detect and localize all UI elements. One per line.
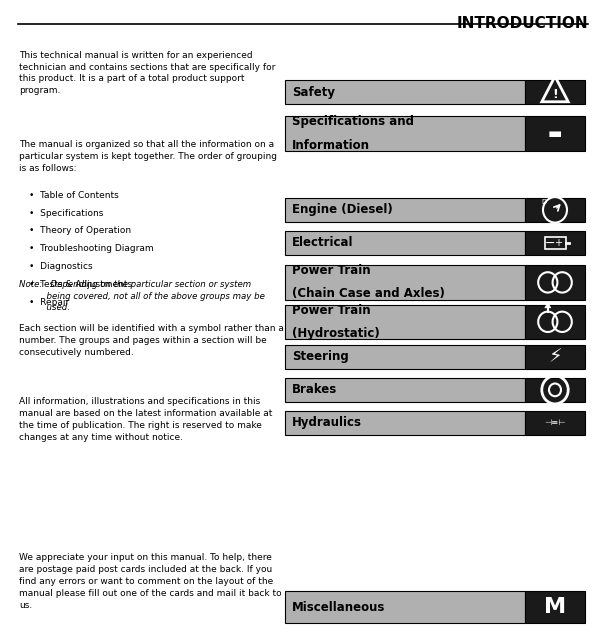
Text: Hydraulics: Hydraulics [292,417,362,429]
Text: Information: Information [292,139,370,151]
Text: The manual is organized so that all the information on a
particular system is ke: The manual is organized so that all the … [19,140,277,172]
Text: •  Repair: • Repair [29,298,69,307]
FancyBboxPatch shape [525,411,585,435]
Text: •  Theory of Operation: • Theory of Operation [29,226,131,235]
FancyBboxPatch shape [525,345,585,369]
FancyBboxPatch shape [285,198,525,222]
FancyBboxPatch shape [285,265,525,300]
FancyBboxPatch shape [285,378,525,402]
Text: ▬: ▬ [548,126,562,141]
Text: Engine (Diesel): Engine (Diesel) [292,204,393,216]
Polygon shape [545,303,551,308]
FancyBboxPatch shape [525,305,585,339]
FancyBboxPatch shape [285,345,525,369]
Text: Brakes: Brakes [292,384,337,396]
Text: •  Tests & Adjustments: • Tests & Adjustments [29,280,132,289]
Text: Miscellaneous: Miscellaneous [292,601,386,614]
Text: All information, illustrations and specifications in this
manual are based on th: All information, illustrations and speci… [19,398,272,442]
Text: This technical manual is written for an experienced
technician and contains sect: This technical manual is written for an … [19,51,275,95]
FancyBboxPatch shape [525,378,585,402]
FancyBboxPatch shape [285,80,525,104]
Text: M: M [544,597,566,618]
FancyBboxPatch shape [285,116,525,151]
FancyBboxPatch shape [525,80,585,104]
Text: (Chain Case and Axles): (Chain Case and Axles) [292,287,445,300]
Text: Power Train: Power Train [292,265,371,277]
Text: Power Train: Power Train [292,304,371,317]
Text: (Hydrostatic): (Hydrostatic) [292,327,380,340]
FancyBboxPatch shape [285,305,525,339]
FancyBboxPatch shape [525,198,585,222]
Text: −: − [545,237,556,249]
Text: ⊣≡⊢: ⊣≡⊢ [544,418,566,427]
Text: ⚡: ⚡ [548,347,562,366]
FancyBboxPatch shape [285,411,525,435]
Text: D: D [542,198,547,205]
Text: We appreciate your input on this manual. To help, there
are postage paid post ca: We appreciate your input on this manual.… [19,553,282,609]
Text: +: + [554,238,562,248]
FancyBboxPatch shape [525,591,585,623]
Text: •  Diagnostics: • Diagnostics [29,262,92,271]
Text: Each section will be identified with a symbol rather than a
number. The groups a: Each section will be identified with a s… [19,324,284,357]
Text: Steering: Steering [292,350,349,363]
FancyBboxPatch shape [525,116,585,151]
Text: Electrical: Electrical [292,237,354,249]
Text: INTRODUCTION: INTRODUCTION [457,16,588,31]
FancyBboxPatch shape [525,231,585,255]
Text: •  Specifications: • Specifications [29,209,103,218]
FancyBboxPatch shape [525,265,585,300]
FancyBboxPatch shape [285,591,525,623]
Text: •  Troubleshooting Diagram: • Troubleshooting Diagram [29,244,154,253]
Text: •  Table of Contents: • Table of Contents [29,191,119,200]
Text: Specifications and: Specifications and [292,116,414,128]
FancyBboxPatch shape [285,231,525,255]
Text: Safety: Safety [292,86,335,99]
Text: Note:   Depending on the particular section or system
          being covered, n: Note: Depending on the particular sectio… [19,280,265,312]
Text: !: ! [552,88,558,100]
